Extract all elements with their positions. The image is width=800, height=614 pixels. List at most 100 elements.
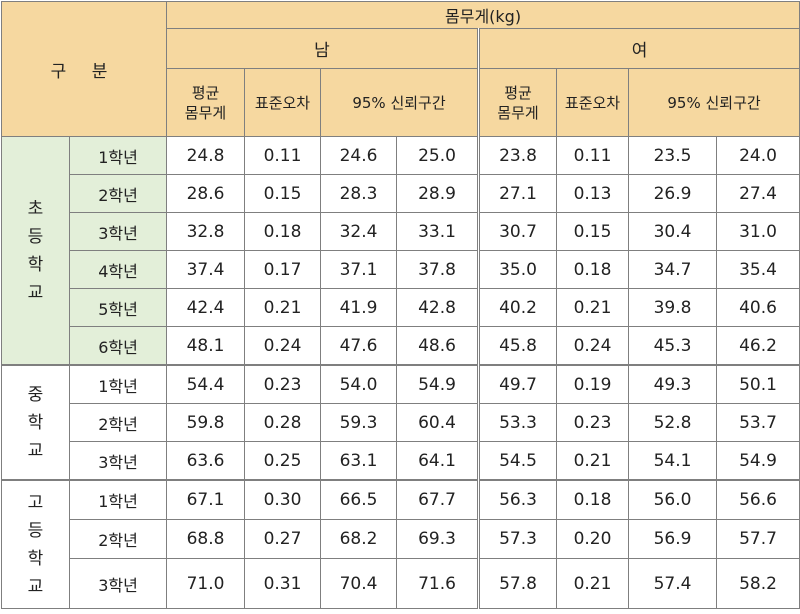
male-ci-header: 95% 신뢰구간 [320,68,479,137]
male-se-cell: 0.15 [244,174,321,213]
male-se-cell: 0.23 [244,364,321,404]
female-se-cell: 0.23 [556,403,629,442]
group-label-char: 교 [27,576,44,597]
female-ci-low-cell: 56.0 [628,479,717,520]
male-ci-high-cell: 69.3 [396,519,479,559]
male-ci-low-cell: 70.4 [320,558,397,609]
female-ci-low-cell: 34.7 [628,250,717,289]
grade-cell: 2학년 [69,403,167,442]
female-ci-low-cell: 45.3 [628,326,717,366]
table-body: 초 등 학 교 1학년 24.8 0.11 24.6 25.0 23.8 0.11 23.5 24.0 2… [1,136,800,609]
female-mean-header: 평균 몸무게 [477,68,557,137]
group-label-char: 교 [27,440,44,461]
male-se-cell: 0.25 [244,441,321,481]
male-se-cell: 0.31 [244,558,321,609]
female-mean-cell: 30.7 [477,212,557,251]
female-ci-high-cell: 56.6 [715,479,800,520]
female-ci-high-cell: 35.4 [715,250,800,289]
table-row: 중 학 교 1학년 54.4 0.23 54.0 54.9 49.7 0.19 49.3 50.1 [1,364,800,481]
table-row: 2학년 59.8 0.28 59.3 60.4 53.3 0.23 52.8 53.7 [2,403,800,442]
male-ci-low-cell: 28.3 [320,174,397,213]
group-label-char: 중 [27,384,44,405]
female-se-cell: 0.24 [556,326,629,366]
group-label-char: 학 [27,254,44,275]
table-row: 5학년 42.4 0.21 41.9 42.8 40.2 0.21 39.8 40.6 [2,288,800,327]
female-ci-high-cell: 46.2 [715,326,800,366]
male-mean-header: 평균 몸무게 [166,68,245,137]
male-ci-high-cell: 60.4 [396,403,479,442]
group-label-char: 교 [27,282,44,303]
table-row: 4학년 37.4 0.17 37.1 37.8 35.0 0.18 34.7 35.4 [2,250,800,289]
male-mean-cell: 68.8 [166,519,245,559]
female-se-cell: 0.21 [556,441,629,481]
male-ci-high-cell: 42.8 [396,288,479,327]
table-row: 2학년 28.6 0.15 28.3 28.9 27.1 0.13 26.9 27.4 [2,174,800,213]
group-label-char: 학 [27,548,44,569]
grade-cell: 5학년 [69,288,167,327]
male-mean-cell: 48.1 [166,326,245,366]
male-ci-high-cell: 64.1 [396,441,479,481]
female-ci-header: 95% 신뢰구간 [627,68,800,137]
male-se-cell: 0.24 [244,326,321,366]
grade-cell: 3학년 [69,558,167,609]
female-ci-high-cell: 50.1 [715,364,800,404]
female-ci-low-cell: 30.4 [628,212,717,251]
female-ci-low-cell: 54.1 [628,441,717,481]
male-ci-low-cell: 59.3 [320,403,397,442]
male-ci-high-cell: 71.6 [396,558,479,609]
female-mean-cell: 27.1 [477,174,557,213]
corner-header: 구 분 [1,1,167,137]
female-ci-low-cell: 26.9 [628,174,717,213]
male-mean-cell: 42.4 [166,288,245,327]
male-ci-low-cell: 63.1 [320,441,397,481]
male-ci-low-cell: 68.2 [320,519,397,559]
male-se-cell: 0.11 [244,136,321,175]
female-ci-low-cell: 39.8 [628,288,717,327]
male-mean-cell: 54.4 [166,364,245,404]
female-se-cell: 0.15 [556,212,629,251]
grade-cell: 2학년 [69,174,167,213]
grade-cell: 2학년 [69,519,167,559]
female-mean-cell: 57.8 [477,558,557,609]
male-ci-high-cell: 48.6 [396,326,479,366]
table-row: 3학년 71.0 0.31 70.4 71.6 57.8 0.21 57.4 58.2 [2,558,800,609]
female-ci-low-cell: 56.9 [628,519,717,559]
grade-cell: 1학년 [69,479,167,520]
male-se-cell: 0.28 [244,403,321,442]
grade-cell: 4학년 [69,250,167,289]
female-ci-low-cell: 49.3 [628,364,717,404]
male-mean-cell: 71.0 [166,558,245,609]
male-se-cell: 0.18 [244,212,321,251]
female-mean-cell: 57.3 [477,519,557,559]
female-mean-cell: 54.5 [477,441,557,481]
group-label-char: 고 [27,492,44,513]
female-ci-high-cell: 24.0 [715,136,800,175]
table-row: 고 등 학 교 1학년 67.1 0.30 66.5 67.7 56.3 0.18 56.0 56.6 [1,479,800,609]
female-ci-high-cell: 58.2 [715,558,800,609]
male-se-header: 표준오차 [244,68,321,137]
female-ci-high-cell: 53.7 [715,403,800,442]
table-row: 6학년 48.1 0.24 47.6 48.6 45.8 0.24 45.3 46.2 [2,326,800,366]
group-label-char: 등 [27,226,44,247]
male-mean-cell: 63.6 [166,441,245,481]
grade-cell: 1학년 [69,136,167,175]
female-se-cell: 0.19 [556,364,629,404]
female-ci-high-cell: 57.7 [715,519,800,559]
female-se-cell: 0.21 [556,288,629,327]
female-ci-high-cell: 27.4 [715,174,800,213]
female-mean-cell: 49.7 [477,364,557,404]
male-ci-low-cell: 54.0 [320,364,397,404]
female-se-cell: 0.18 [556,479,629,520]
female-ci-high-cell: 31.0 [715,212,800,251]
group-label-char: 학 [27,412,44,433]
female-ci-high-cell: 54.9 [715,441,800,481]
male-mean-cell: 59.8 [166,403,245,442]
male-mean-cell: 32.8 [166,212,245,251]
male-mean-cell: 67.1 [166,479,245,520]
female-mean-cell: 35.0 [477,250,557,289]
male-ci-low-cell: 47.6 [320,326,397,366]
